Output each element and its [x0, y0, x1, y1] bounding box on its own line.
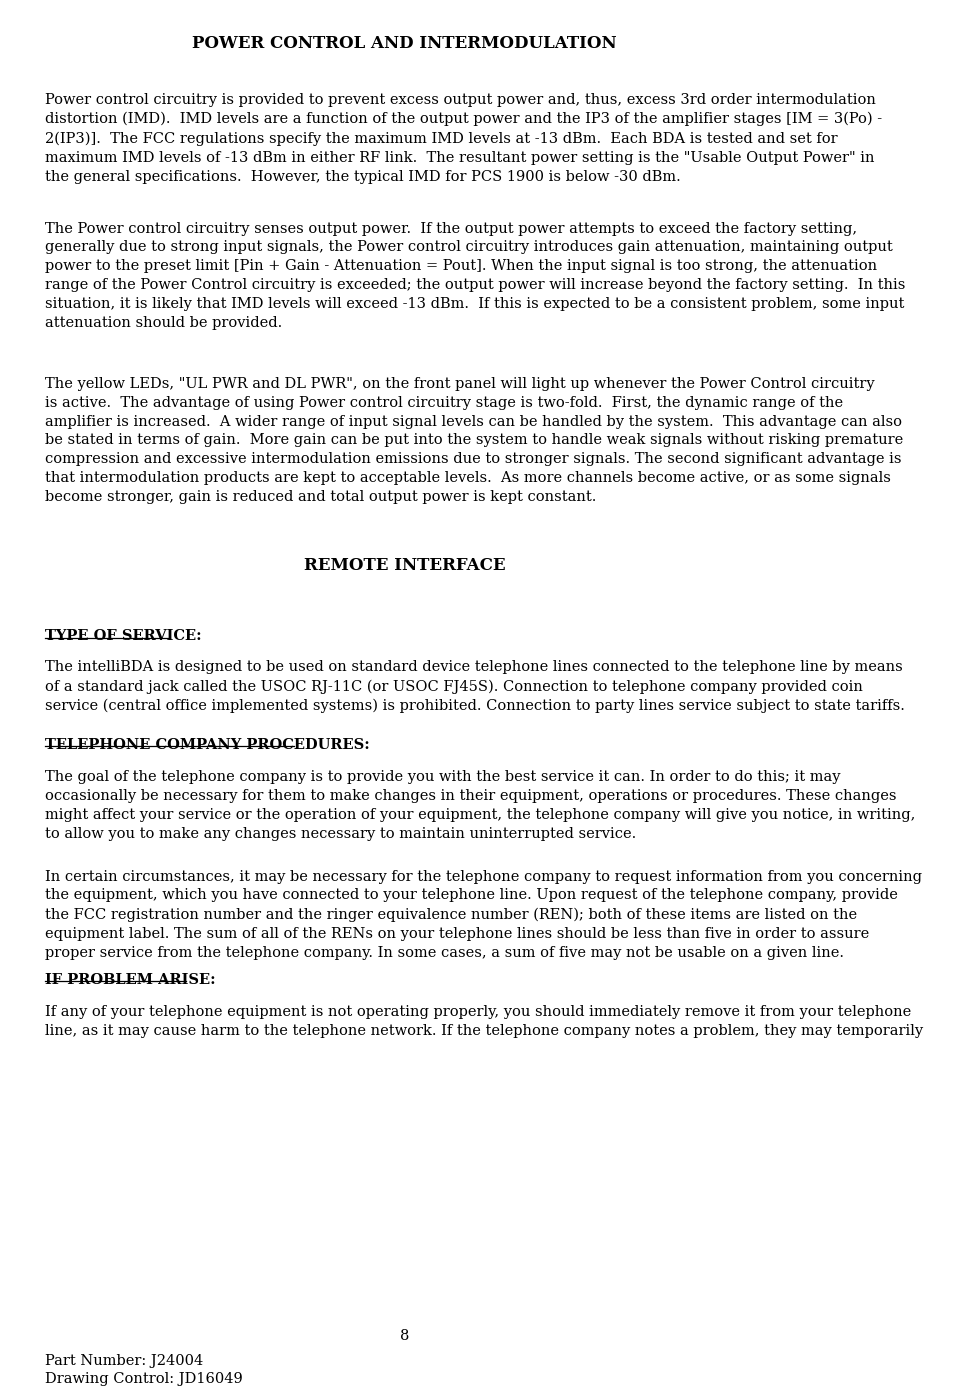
Text: The Power control circuitry senses output power.  If the output power attempts t: The Power control circuitry senses outpu… [45, 221, 905, 331]
Text: IF PROBLEM ARISE:: IF PROBLEM ARISE: [45, 974, 215, 988]
Text: If any of your telephone equipment is not operating properly, you should immedia: If any of your telephone equipment is no… [45, 1006, 922, 1038]
Text: 8: 8 [400, 1329, 409, 1343]
Text: The intelliBDA is designed to be used on standard device telephone lines connect: The intelliBDA is designed to be used on… [45, 660, 905, 714]
Text: Power control circuitry is provided to prevent excess output power and, thus, ex: Power control circuitry is provided to p… [45, 93, 881, 183]
Text: REMOTE INTERFACE: REMOTE INTERFACE [304, 557, 506, 574]
Text: Part Number: J24004: Part Number: J24004 [45, 1354, 203, 1368]
Text: TYPE OF SERVICE:: TYPE OF SERVICE: [45, 629, 202, 643]
Text: POWER CONTROL AND INTERMODULATION: POWER CONTROL AND INTERMODULATION [192, 35, 617, 51]
Text: In certain circumstances, it may be necessary for the telephone company to reque: In certain circumstances, it may be nece… [45, 870, 921, 960]
Text: The yellow LEDs, "UL PWR and DL PWR", on the front panel will light up whenever : The yellow LEDs, "UL PWR and DL PWR", on… [45, 376, 903, 504]
Text: Drawing Control: JD16049: Drawing Control: JD16049 [45, 1372, 243, 1386]
Text: The goal of the telephone company is to provide you with the best service it can: The goal of the telephone company is to … [45, 770, 915, 840]
Text: TELEPHONE COMPANY PROCEDURES:: TELEPHONE COMPANY PROCEDURES: [45, 738, 369, 751]
